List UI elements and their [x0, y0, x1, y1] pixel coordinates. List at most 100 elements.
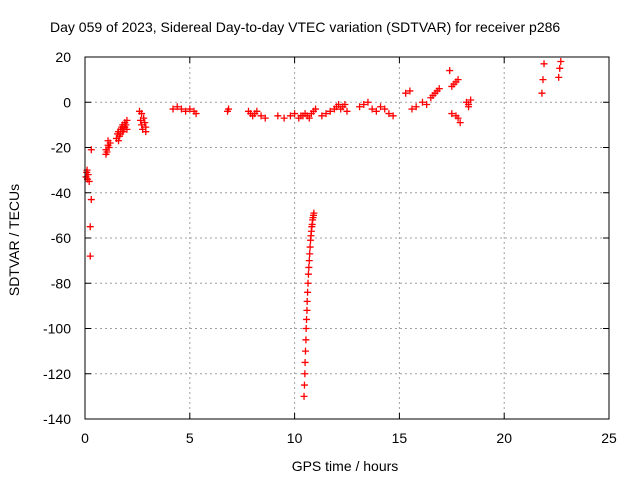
- data-point: [555, 73, 563, 81]
- y-tick-label: -120: [43, 366, 71, 382]
- data-point: [306, 243, 314, 251]
- x-tick-label: 25: [601, 430, 617, 446]
- data-point: [140, 114, 148, 122]
- x-tick-label: 5: [186, 430, 194, 446]
- data-point: [540, 60, 548, 68]
- data-point: [106, 139, 114, 147]
- data-point: [274, 112, 282, 120]
- data-point: [341, 101, 349, 109]
- x-tick-label: 20: [496, 430, 512, 446]
- data-point: [261, 114, 269, 122]
- data-point: [343, 107, 351, 115]
- data-point: [322, 110, 330, 118]
- y-tick-label: -20: [51, 140, 71, 156]
- data-point: [86, 223, 94, 231]
- data-point: [301, 370, 309, 378]
- y-tick-label: -80: [51, 275, 71, 291]
- data-point: [406, 87, 414, 95]
- data-point: [356, 103, 364, 111]
- data-point: [423, 101, 431, 109]
- data-point: [86, 252, 94, 260]
- data-point: [177, 105, 185, 113]
- data-point: [305, 257, 313, 265]
- data-point: [300, 381, 308, 389]
- data-points: [82, 58, 565, 400]
- y-axis-label: SDTVAR / TECUs: [6, 184, 22, 296]
- data-point: [169, 105, 177, 113]
- data-point: [122, 121, 130, 129]
- data-point: [538, 89, 546, 97]
- data-point: [448, 110, 456, 118]
- data-point: [385, 110, 393, 118]
- data-point: [123, 125, 131, 133]
- data-point: [225, 105, 233, 113]
- axis-ticks: 0 5 10 15 20 25 -140 -120 -100 -80 -60 -40 -20 0 20: [43, 49, 617, 446]
- data-point: [87, 146, 95, 154]
- data-point: [465, 103, 473, 111]
- chart-title: Day 059 of 2023, Sidereal Day-to-day VTE…: [50, 19, 560, 35]
- data-point: [435, 85, 443, 93]
- data-point: [301, 358, 309, 366]
- data-point: [304, 279, 312, 287]
- data-point: [301, 347, 309, 355]
- data-point: [318, 112, 326, 120]
- data-point: [312, 105, 320, 113]
- data-point: [306, 250, 314, 258]
- data-point: [87, 196, 95, 204]
- data-point: [446, 67, 454, 75]
- data-point: [556, 64, 564, 72]
- data-point: [138, 110, 146, 118]
- data-point: [286, 112, 294, 120]
- x-tick-label: 15: [392, 430, 408, 446]
- data-point: [456, 119, 464, 127]
- data-point: [192, 110, 200, 118]
- data-point: [280, 114, 288, 122]
- data-point: [253, 107, 261, 115]
- data-point: [302, 325, 310, 332]
- data-point: [300, 392, 308, 400]
- data-point: [173, 103, 181, 111]
- data-point: [257, 112, 265, 120]
- data-point: [381, 105, 389, 113]
- data-point: [141, 119, 149, 127]
- data-point: [326, 107, 334, 115]
- data-point: [310, 209, 318, 217]
- data-point: [539, 76, 547, 84]
- data-point: [412, 103, 420, 111]
- data-point: [105, 144, 113, 151]
- data-point: [85, 177, 93, 185]
- data-point: [84, 171, 92, 179]
- data-point: [467, 96, 475, 104]
- y-tick-label: -100: [43, 321, 71, 337]
- data-point: [186, 105, 194, 113]
- data-point: [291, 110, 299, 118]
- y-tick-label: 0: [63, 94, 71, 110]
- data-point: [303, 297, 311, 305]
- data-point: [303, 306, 311, 314]
- y-tick-label: -140: [43, 411, 71, 427]
- grid-lines: [85, 57, 609, 419]
- data-point: [304, 288, 312, 296]
- data-point: [372, 107, 380, 115]
- data-point: [103, 148, 111, 156]
- data-point: [302, 336, 310, 344]
- data-point: [335, 101, 343, 109]
- data-point: [418, 98, 426, 106]
- x-tick-label: 0: [81, 430, 89, 446]
- data-point: [305, 114, 313, 122]
- data-point: [454, 76, 462, 84]
- y-tick-label: -40: [51, 185, 71, 201]
- data-point: [182, 107, 190, 115]
- x-axis-label: GPS time / hours: [292, 458, 399, 474]
- data-point: [377, 103, 385, 111]
- data-point: [305, 263, 313, 271]
- data-point: [557, 58, 565, 66]
- data-point: [454, 114, 462, 122]
- y-tick-label: -60: [51, 230, 71, 246]
- data-point: [389, 112, 397, 120]
- y-tick-label: 20: [55, 49, 71, 65]
- data-point: [364, 98, 372, 106]
- data-point: [304, 270, 312, 278]
- x-tick-label: 10: [287, 430, 303, 446]
